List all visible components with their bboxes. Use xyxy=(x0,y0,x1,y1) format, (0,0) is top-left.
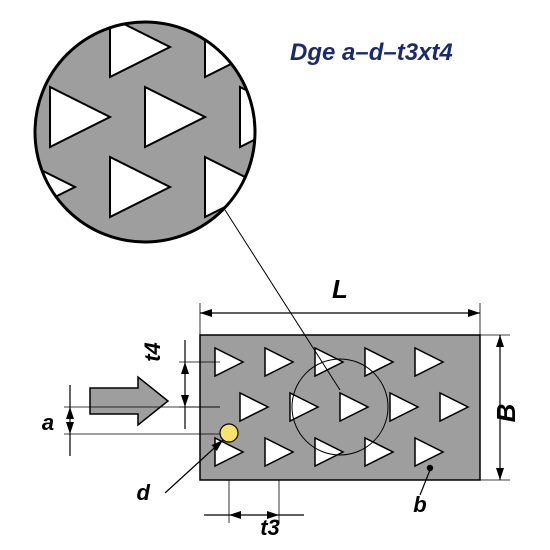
dim-d-label: d xyxy=(137,480,151,505)
inscribed-circle-d xyxy=(220,424,238,442)
dim-t4-label: t4 xyxy=(140,342,165,362)
arrowhead xyxy=(496,468,504,480)
triangle-hole xyxy=(0,87,15,147)
arrowhead xyxy=(496,335,504,347)
arrowhead xyxy=(229,511,241,519)
dim-a-label: a xyxy=(42,410,54,435)
dim-B-label: B xyxy=(491,404,521,423)
arrowhead xyxy=(66,422,74,434)
arrowhead xyxy=(181,362,189,374)
arrowhead xyxy=(181,395,189,407)
arrowhead xyxy=(468,309,480,317)
diagram-title: Dge a–d–t3xt4 xyxy=(290,39,453,66)
dim-b-label: b xyxy=(413,492,426,517)
dim-L-label: L xyxy=(332,274,348,304)
arrowhead xyxy=(200,309,212,317)
dim-t3-label: t3 xyxy=(260,515,280,540)
direction-arrow xyxy=(90,377,168,425)
arrowhead xyxy=(66,407,74,419)
